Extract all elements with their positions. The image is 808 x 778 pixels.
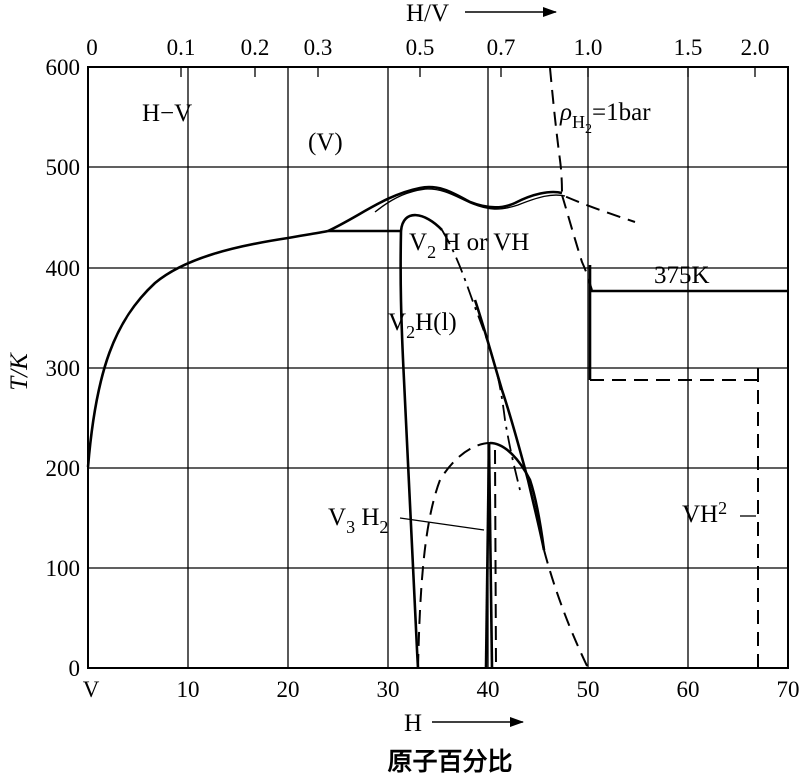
top-tick-label: 0.1 [167, 35, 196, 60]
hv-boundary-curve [86, 229, 329, 468]
region-label-vh2: VH2 [682, 498, 727, 528]
top-tick-label: 0.3 [304, 35, 333, 60]
v2h-left-boundary [399, 230, 420, 669]
y-tick-label: 100 [46, 556, 81, 581]
y-tick-label: 300 [46, 356, 81, 381]
region-label-v: (V) [308, 129, 343, 156]
top-tick-label: 0.5 [406, 35, 435, 60]
x-tick-label: 10 [177, 677, 200, 702]
pressure-line [549, 67, 636, 223]
top-axis-tick-marks [180, 67, 756, 77]
top-tick-label: 0.2 [241, 35, 270, 60]
x-axis-caption: 原子百分比 [387, 747, 512, 776]
region-label-v2h-or-vh: V2 H or VH [409, 229, 529, 262]
x-tick-label: V [83, 677, 100, 702]
x-tick-label: 20 [277, 677, 300, 702]
upper-dome-curve [327, 185, 563, 233]
top-tick-label: 1.0 [574, 35, 603, 60]
top-axis-tick-labels: 0 0.1 0.2 0.3 0.5 0.7 1.0 1.5 2.0 [86, 35, 769, 60]
y-tick-label: 500 [46, 155, 81, 180]
region-label-v2h-l: V2H(l) [388, 309, 457, 342]
y-axis-label: T/K [6, 352, 33, 391]
grid [88, 67, 788, 668]
y-axis-tick-labels: 0 100 200 300 400 500 600 [46, 55, 81, 681]
v3h2-center-dashed [494, 449, 497, 669]
x-tick-label: 50 [577, 677, 600, 702]
v2h-right-boundary [473, 299, 546, 551]
region-label-v3h2: V3 H2 [328, 504, 388, 537]
top-tick-label: 2.0 [741, 35, 770, 60]
top-tick-label: 1.5 [674, 35, 703, 60]
pressure-label: ρH2=1bar [559, 99, 651, 137]
v2h-cap-curve [399, 213, 443, 232]
region-label-hv: H−V [142, 100, 192, 127]
v3h2-dome-solid [489, 441, 546, 551]
top-axis-label: H/V [406, 0, 449, 27]
x-axis-label: H [404, 710, 422, 737]
top-tick-label: 0.7 [487, 35, 516, 60]
v3h2-center-solid-2 [487, 442, 494, 669]
label-375k: 375K [654, 262, 710, 289]
lower-dashed-boundary [543, 549, 589, 669]
x-tick-label: 60 [677, 677, 700, 702]
y-tick-label: 200 [46, 456, 81, 481]
x-axis-tick-labels: V 10 20 30 40 50 60 70 [83, 677, 800, 702]
y-tick-label: 600 [46, 55, 81, 80]
v3h2-pointer [399, 517, 485, 531]
x-tick-label: 70 [777, 677, 800, 702]
top-tick-label: 0 [86, 35, 98, 60]
y-tick-label: 0 [69, 656, 81, 681]
x-tick-label: 40 [477, 677, 500, 702]
plot-frame [87, 66, 789, 669]
y-tick-label: 400 [46, 256, 81, 281]
v3h2-dome-dashed [417, 442, 491, 669]
x-tick-label: 30 [377, 677, 400, 702]
upper-dome-inner-curve [374, 188, 566, 213]
